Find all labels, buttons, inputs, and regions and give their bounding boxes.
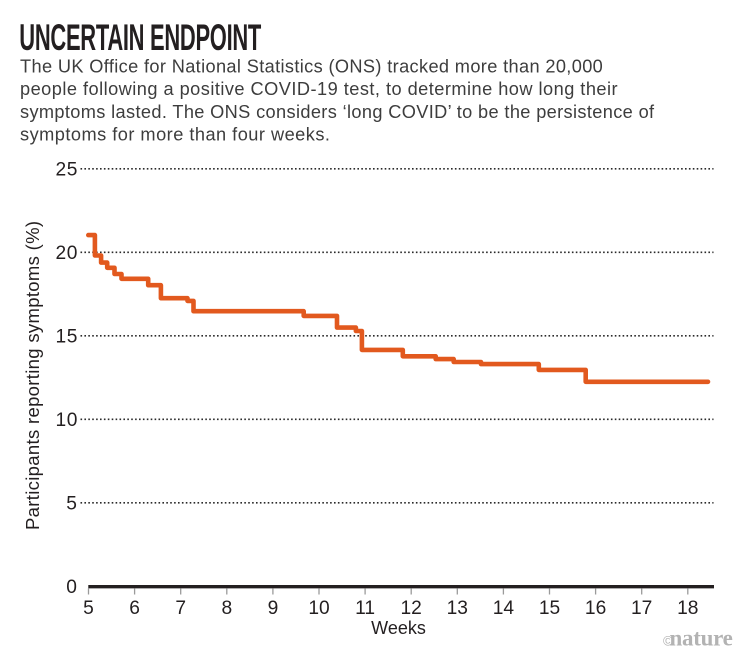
svg-text:7: 7: [175, 598, 186, 619]
svg-text:5: 5: [66, 493, 77, 514]
svg-text:Participants reporting symptom: Participants reporting symptoms (%): [22, 221, 43, 530]
svg-text:6: 6: [129, 598, 140, 619]
svg-text:17: 17: [631, 598, 652, 619]
svg-text:5: 5: [83, 598, 94, 619]
svg-text:The UK Office for National Sta: The UK Office for National Statistics (O…: [20, 56, 603, 76]
svg-text:13: 13: [447, 598, 468, 619]
svg-text:14: 14: [493, 598, 515, 619]
svg-text:people following a positive CO: people following a positive COVID-19 tes…: [20, 79, 618, 99]
svg-text:10: 10: [55, 410, 78, 431]
svg-text:16: 16: [585, 598, 606, 619]
svg-text:©: ©: [663, 634, 673, 649]
svg-text:12: 12: [401, 598, 422, 619]
svg-text:20: 20: [55, 243, 78, 264]
svg-text:15: 15: [55, 326, 78, 347]
svg-text:11: 11: [355, 598, 375, 619]
svg-text:10: 10: [308, 598, 329, 619]
svg-text:symptoms for more than four we: symptoms for more than four weeks.: [20, 124, 330, 144]
svg-text:symptoms lasted. The ONS consi: symptoms lasted. The ONS considers ‘long…: [20, 102, 655, 122]
svg-text:0: 0: [66, 577, 77, 598]
svg-text:18: 18: [677, 598, 698, 619]
svg-text:nature: nature: [670, 626, 733, 651]
svg-text:UNCERTAIN ENDPOINT: UNCERTAIN ENDPOINT: [19, 16, 261, 59]
svg-text:8: 8: [221, 598, 232, 619]
svg-text:Weeks: Weeks: [371, 618, 426, 638]
svg-text:15: 15: [539, 598, 560, 619]
svg-text:25: 25: [55, 159, 78, 180]
svg-text:9: 9: [268, 598, 279, 619]
